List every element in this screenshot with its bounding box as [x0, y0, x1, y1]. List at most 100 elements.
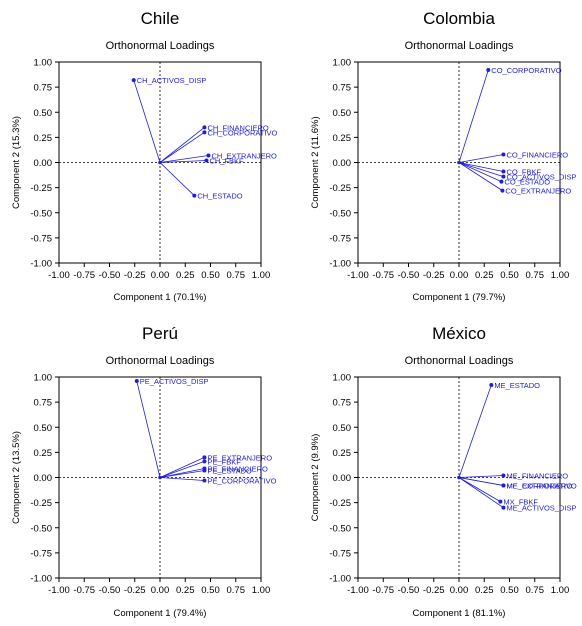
- panel-2-loading-point: [501, 152, 506, 157]
- panel-1-chart-title: Orthonormal Loadings: [106, 40, 215, 52]
- panel-4-loading-point: [501, 473, 506, 478]
- panel-1-x-tick-label: 0.50: [201, 270, 220, 281]
- panel-3-y-tick-label: -1.00: [30, 574, 52, 585]
- panel-3-loading-point: [202, 459, 207, 464]
- panel-3-loading-label: PE_CORPORATIVO: [207, 477, 276, 486]
- panel-3-loading-label: PE_FINANCIERO: [207, 464, 268, 473]
- panel-4-chart-title: Orthonormal Loadings: [405, 355, 514, 367]
- panel-3-x-axis-label: Component 1 (79.4%): [114, 608, 207, 619]
- panel-3-loading-label: PE_ACTIVOS_DISP: [140, 377, 209, 386]
- panel-4-loading-vector: [458, 477, 501, 502]
- panel-3-loading-vector: [159, 470, 205, 478]
- panel-4-y-tick-label: 0.00: [333, 473, 352, 484]
- panel-1-y-tick-label: 0.25: [34, 133, 53, 144]
- panel-1-y-tick-label: 0.00: [34, 158, 53, 169]
- panel-1-loading-label: CH_CORPORATIVO: [207, 128, 277, 137]
- panel-4-x-tick-label: 0.25: [475, 585, 494, 596]
- panel-3-y-tick-label: 0.75: [34, 398, 53, 409]
- panel-1-loading-label: CH_FINANCIERO: [207, 123, 268, 132]
- panel-1-x-tick-label: 0.75: [227, 270, 246, 281]
- panel-4-x-tick-label: 0.75: [526, 585, 545, 596]
- panel-4-loading-label: ME_EXTRANJERO: [506, 482, 572, 491]
- panel-1-x-tick-label: -0.75: [73, 270, 95, 281]
- panel-2-y-tick-label: -1.00: [329, 259, 351, 270]
- panel-4-y-tick-label: -0.50: [329, 523, 351, 534]
- panel-4-loading-vector: [458, 475, 504, 478]
- panel-1-loading-vector: [133, 79, 161, 163]
- panel-3-loading-vector: [159, 457, 205, 478]
- panel-2-x-tick-label: -0.25: [423, 270, 445, 281]
- panel-3-x-tick-label: 0.25: [176, 585, 195, 596]
- panel-1-x-tick-label: 1.00: [252, 270, 271, 281]
- panel-1-loading-vector: [159, 132, 205, 163]
- panel-4-x-tick-label: -0.25: [423, 585, 445, 596]
- panel-4-loading-label: ME_ESTADO: [494, 381, 540, 390]
- panel-3-y-tick-label: 1.00: [34, 373, 53, 384]
- panel-4-loading-point: [501, 483, 506, 488]
- panel-4-country-title: México: [432, 324, 486, 343]
- panel-3-loading-point: [134, 379, 139, 384]
- panel-3-x-tick-label: -0.25: [124, 585, 146, 596]
- panel-1-loading-vector: [159, 160, 207, 163]
- panel-1-loading-point: [202, 130, 207, 135]
- panel-4-loading-label: ME_CORPORATIVO: [506, 482, 576, 491]
- panel-2-x-tick-label: -0.50: [398, 270, 420, 281]
- panel-2-x-axis-label: Component 1 (79.7%): [413, 292, 506, 303]
- panel-4-x-tick-label: 0.00: [450, 585, 469, 596]
- panel-2-y-tick-label: 0.25: [333, 133, 352, 144]
- panel-1-loading-vector: [159, 127, 205, 163]
- panel-1-x-tick-label: -0.50: [99, 270, 121, 281]
- panel-2-loading-label: CO_FBKF: [506, 168, 541, 177]
- panel-1-loading-label: CH_FBKF: [209, 156, 244, 165]
- panel-1-x-tick-label: 0.25: [176, 270, 195, 281]
- panel-3-y-tick-label: 0.50: [34, 423, 53, 434]
- panel-2-loading-point: [499, 179, 504, 184]
- panel-3-x-tick-label: 0.75: [227, 585, 246, 596]
- panel-3-chart-title: Orthonormal Loadings: [106, 355, 215, 367]
- panel-1-loading-point: [204, 158, 209, 163]
- panel-3-x-tick-label: 0.50: [201, 585, 220, 596]
- panel-1-y-tick-label: -1.00: [30, 259, 52, 270]
- panel-4-loading-label: ME_FINANCIERO: [506, 471, 568, 480]
- panel-4-loading-point: [501, 505, 506, 510]
- panel-4-loading-vector: [458, 477, 504, 508]
- panel-1-y-tick-label: -0.25: [30, 183, 52, 194]
- panel-4-loading-point: [498, 499, 503, 504]
- panel-3-loading-label: PE_FBKF: [207, 457, 241, 466]
- panel-2-x-tick-label: 0.25: [475, 270, 494, 281]
- panel-4-y-tick-label: -0.25: [329, 498, 351, 509]
- panel-1-x-tick-label: -0.25: [124, 270, 146, 281]
- panel-2-x-tick-label: 0.00: [450, 270, 469, 281]
- panel-3-loading-point: [202, 478, 207, 483]
- panel-3-y-axis-label: Component 2 (13.5%): [11, 431, 22, 524]
- panel-3-x-tick-label: 1.00: [252, 585, 271, 596]
- panel-2-loading-label: CO_EXTRANJERO: [505, 187, 571, 196]
- panel-2-loading-vector: [458, 162, 502, 182]
- panel-3-loading-point: [202, 455, 207, 460]
- panel-2-chart-title: Orthonormal Loadings: [405, 40, 514, 52]
- panel-2-loading-point: [500, 188, 505, 193]
- panel-2-loading-vector: [458, 154, 504, 163]
- panel-4-y-tick-label: 0.75: [333, 398, 352, 409]
- panel-3-x-tick-label: -0.50: [99, 585, 121, 596]
- panel-2-x-tick-label: 0.75: [526, 270, 545, 281]
- panel-2-y-tick-label: 0.75: [333, 83, 352, 94]
- panel-4-y-tick-label: -0.75: [329, 548, 351, 559]
- panel-1-y-axis-label: Component 2 (15.3%): [11, 116, 22, 209]
- panel-1-loading-vector: [159, 155, 209, 163]
- panel-4-loading-label: ME_ACTIVOS_DISP: [506, 504, 576, 513]
- panel-3-loading-point: [202, 468, 207, 473]
- panel-2-loading-point: [501, 174, 506, 179]
- panel-2-country-title: Colombia: [423, 9, 495, 28]
- panel-3-loading-label: PE_ESTADO: [207, 466, 252, 475]
- panel-2-x-tick-label: -1.00: [347, 270, 369, 281]
- panel-4-loading-point: [489, 383, 494, 388]
- panel-3-loading-vector: [136, 380, 161, 478]
- panel-3-y-tick-label: 0.25: [34, 448, 53, 459]
- panel-2-loading-vector: [458, 162, 503, 191]
- panel-1-y-tick-label: 0.50: [34, 108, 53, 119]
- panel-4-x-tick-label: -0.75: [372, 585, 394, 596]
- panel-2-y-tick-label: -0.75: [329, 233, 351, 244]
- panel-1-y-tick-label: 1.00: [34, 58, 53, 69]
